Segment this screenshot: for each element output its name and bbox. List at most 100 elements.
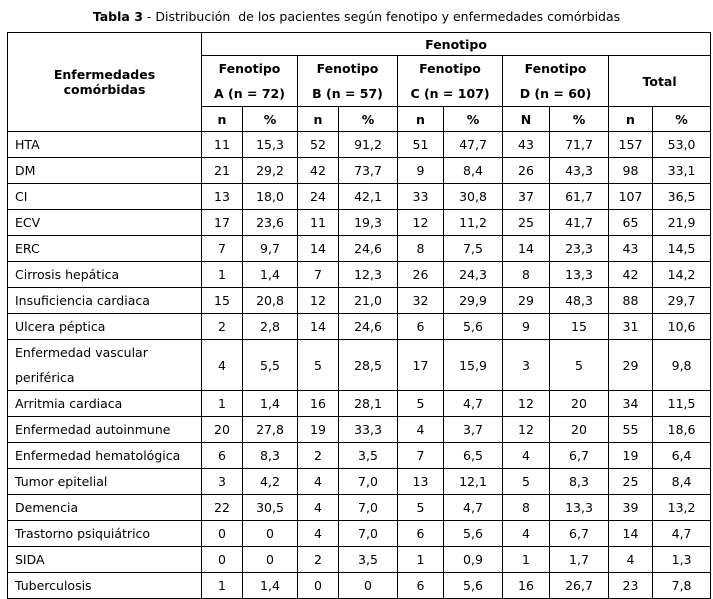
cell: 73,7	[338, 157, 398, 184]
table: Enfermedades comórbidas Fenotipo Fenotipo A …	[7, 32, 712, 599]
cell: 10,6	[651, 313, 712, 340]
row-label: Ulcera péptica	[7, 313, 202, 340]
header-line: Fenotipo	[419, 61, 481, 76]
cell: 28,1	[338, 390, 398, 417]
cell: 18,0	[242, 183, 298, 210]
cell: 1	[201, 572, 243, 599]
cell: 3,5	[338, 546, 398, 573]
cell: 20,8	[242, 287, 298, 314]
cell: 21,9	[651, 209, 712, 236]
cell: 15,3	[242, 131, 298, 158]
cell: 4,2	[242, 468, 298, 495]
caption-label: Tabla 3	[92, 9, 143, 24]
cell: 0,9	[443, 546, 503, 573]
cell: 22	[201, 494, 243, 521]
cell: 4,7	[443, 494, 503, 521]
cell: 42	[608, 261, 653, 288]
subheader: %	[549, 106, 609, 132]
cell: 14,2	[651, 261, 712, 288]
cell: 5,6	[443, 313, 503, 340]
cell: 7	[201, 235, 243, 262]
cell: 5	[397, 494, 444, 521]
caption-text: - Distribución de los pacientes según fe…	[146, 9, 621, 24]
cell: 7,0	[338, 468, 398, 495]
cell: 91,2	[338, 131, 398, 158]
cell: 19	[297, 416, 339, 443]
table-row: CI 13 18,0 24 42,1 33 30,8 37 61,7 107 36,5	[7, 183, 712, 210]
row-header: Enfermedades comórbidas	[7, 32, 202, 132]
cell: 29,2	[242, 157, 298, 184]
cell: 41,7	[549, 209, 609, 236]
cell: 43,3	[549, 157, 609, 184]
cell: 9,8	[651, 339, 712, 391]
cell: 13,3	[549, 261, 609, 288]
header-line: A (n = 72)	[214, 86, 285, 101]
subheader: n	[201, 106, 243, 132]
caption: Tabla 3 - Distribución de los pacientes …	[0, 9, 713, 24]
row-label: HTA	[7, 131, 202, 158]
cell: 29,7	[651, 287, 712, 314]
cell: 5	[397, 390, 444, 417]
cell: 2	[201, 313, 243, 340]
cell: 29,9	[443, 287, 503, 314]
cell: 9	[397, 157, 444, 184]
cell: 13	[201, 183, 243, 210]
header-row: Fenotipo A (n = 72) Fenotipo B (n = 57) Feno…	[8, 55, 712, 107]
cell: 61,7	[549, 183, 609, 210]
row-label: Insuficiencia cardiaca	[7, 287, 202, 314]
header-line: Fenotipo	[218, 61, 281, 76]
cell: 55	[608, 416, 653, 443]
header-line: Total	[642, 73, 677, 89]
cell: 26	[502, 157, 550, 184]
row-label: Enfermedad hematológica	[7, 442, 202, 469]
cell: 1,7	[549, 546, 609, 573]
cell: 0	[242, 546, 298, 573]
header-line: comórbidas	[63, 82, 146, 97]
cell: 33,1	[651, 157, 712, 184]
cell: 25	[608, 468, 653, 495]
table-row: Trastorno psiquiátrico 0 0 4 7,0 6 5,6 4 6,7 14 4,…	[7, 520, 712, 547]
cell: 4	[608, 546, 653, 573]
header-line: D (n = 60)	[519, 86, 592, 101]
cell: 21	[201, 157, 243, 184]
cell: 11	[201, 131, 243, 158]
row-label: Demencia	[7, 494, 202, 521]
header-line: Enfermedades	[53, 67, 156, 82]
cell: 7,0	[338, 520, 398, 547]
cell: 24,6	[338, 235, 398, 262]
cell: 9,7	[242, 235, 298, 262]
cell: 30,5	[242, 494, 298, 521]
cell: 4	[297, 468, 339, 495]
cell: 65	[608, 209, 653, 236]
cell: 20	[549, 416, 609, 443]
table-row: Enfermedad autoinmune 20 27,8 19 33,3 4 3,7 12 2…	[7, 416, 712, 443]
cell: 13,2	[651, 494, 712, 521]
cell: 12,3	[338, 261, 398, 288]
cell: 32	[397, 287, 444, 314]
cell: 36,5	[651, 183, 712, 210]
cell: 4	[502, 520, 550, 547]
page: Tabla 3 - Distribución de los pacientes …	[0, 9, 713, 599]
row-label: ECV	[7, 209, 202, 236]
cell: 13,3	[549, 494, 609, 521]
cell: 42	[297, 157, 339, 184]
cell: 5,6	[443, 520, 503, 547]
cell: 0	[201, 546, 243, 573]
table-row: Demencia 22 30,5 4 7,0 5 4,7 8 13,3 39 13,2	[7, 494, 712, 521]
row-label: Cirrosis hepática	[7, 261, 202, 288]
table-row: ECV 17 23,6 11 19,3 12 11,2 25 41,7 65 21,9	[7, 209, 712, 236]
cell: 20	[201, 416, 243, 443]
cell: 2,8	[242, 313, 298, 340]
cell: 12	[502, 390, 550, 417]
header-line: Fenotipo	[524, 61, 587, 76]
cell: 14,5	[651, 235, 712, 262]
cell: 33,3	[338, 416, 398, 443]
cell: 3,5	[338, 442, 398, 469]
cell: 37	[502, 183, 550, 210]
table-row: Cirrosis hepática 1 1,4 7 12,3 26 24,3 8 13,3 42 1…	[7, 261, 712, 288]
cell: 1	[201, 261, 243, 288]
cell: 0	[338, 572, 398, 599]
group-title: Total	[607, 55, 712, 107]
cell: 42,1	[338, 183, 398, 210]
cell: 6	[397, 572, 444, 599]
